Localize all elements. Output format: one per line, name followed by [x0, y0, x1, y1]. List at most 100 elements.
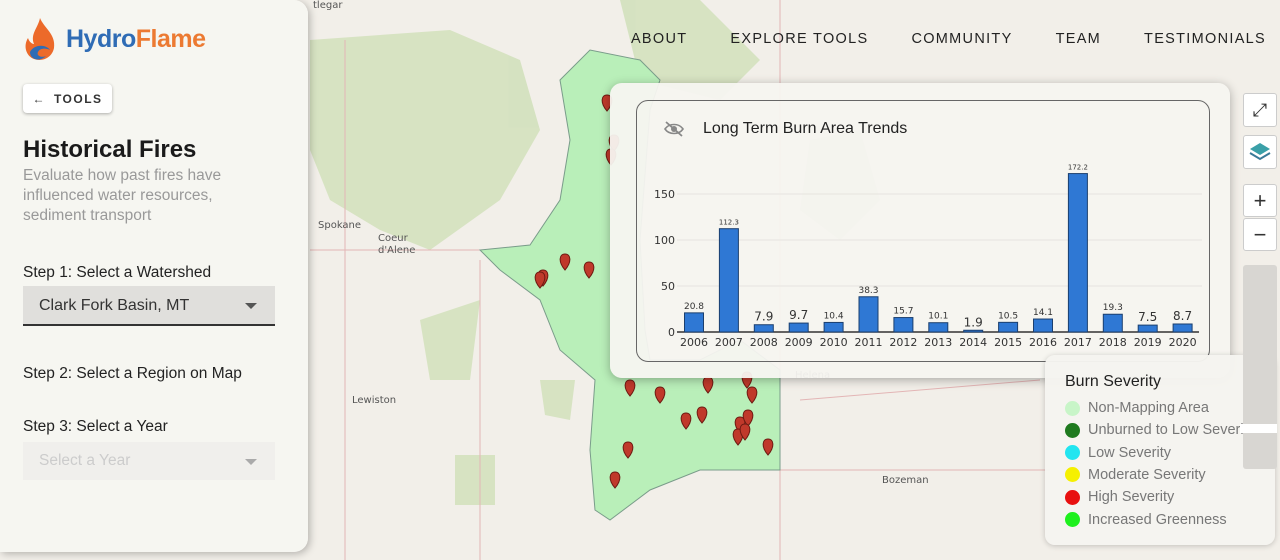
x-tick-label: 2019: [1134, 336, 1162, 349]
fire-marker-icon[interactable]: [534, 271, 546, 289]
bar-value-label: 10.1: [928, 312, 948, 322]
fire-marker-icon[interactable]: [680, 412, 692, 430]
x-tick-label: 2020: [1169, 336, 1197, 349]
fire-marker-icon[interactable]: [746, 386, 758, 404]
legend-label: High Severity: [1088, 489, 1175, 506]
x-tick-label: 2010: [820, 336, 848, 349]
legend-swatch: [1065, 422, 1080, 438]
caret-down-icon: [245, 459, 257, 465]
bar-2020[interactable]: [1172, 323, 1193, 333]
chart-card: Long Term Burn Area Trends 0 50 100 150 20.8…: [610, 83, 1230, 378]
bar-2013[interactable]: [928, 322, 949, 333]
legend-item: Low Severity: [1065, 445, 1171, 461]
sidebar-panel: HydroFlame ← TOOLS Historical Fires Evalu…: [0, 0, 308, 552]
fire-marker-icon[interactable]: [739, 423, 751, 441]
legend-label: Moderate Severity: [1088, 466, 1206, 483]
fire-marker-icon[interactable]: [762, 438, 774, 456]
bar-2014[interactable]: [963, 329, 984, 333]
bar-2007[interactable]: [718, 228, 739, 333]
expand-icon: ⤢: [1252, 99, 1268, 120]
legend-label: Increased Greenness: [1088, 511, 1227, 528]
year-placeholder: Select a Year: [39, 452, 131, 469]
city-label: Lewiston: [352, 395, 397, 406]
x-tick-label: 2014: [959, 336, 987, 349]
nav-community[interactable]: COMMUNITY: [911, 31, 1013, 47]
bar-2010[interactable]: [823, 321, 844, 333]
bar-value-label: 10.5: [998, 311, 1018, 321]
layers-button[interactable]: [1243, 135, 1277, 169]
logo[interactable]: HydroFlame: [22, 16, 206, 62]
fire-marker-icon[interactable]: [559, 253, 571, 271]
bar-2011[interactable]: [858, 296, 879, 333]
nav-about[interactable]: ABOUT: [630, 31, 688, 47]
city-label: Spokane: [318, 220, 362, 231]
nav-explore-tools[interactable]: EXPLORE TOOLS: [730, 31, 869, 47]
scrollbar[interactable]: [1243, 265, 1277, 469]
bar-2015[interactable]: [998, 321, 1019, 333]
legend-item: Unburned to Low Severity: [1065, 422, 1255, 438]
brand-name-part1: Hydro: [66, 24, 136, 53]
legend-label: Non-Mapping Area: [1088, 400, 1209, 416]
bar-value-label: 19.3: [1103, 303, 1123, 313]
eye-off-icon[interactable]: [663, 120, 685, 138]
fire-marker-icon[interactable]: [583, 261, 595, 279]
y-tick-label: 0: [668, 326, 675, 339]
bar-value-label: 7.5: [1138, 310, 1157, 324]
zoom-out-button[interactable]: −: [1243, 218, 1277, 251]
bar-value-label: 15.7: [893, 307, 913, 317]
bar-value-label: 8.7: [1173, 309, 1192, 323]
y-tick-label: 50: [661, 280, 675, 293]
scrollbar-thumb[interactable]: [1240, 424, 1277, 433]
bar-2006[interactable]: [684, 312, 704, 333]
bar-value-label: 172.2: [1068, 164, 1088, 172]
x-tick-label: 2017: [1064, 336, 1092, 349]
y-tick-label: 100: [654, 234, 675, 247]
bar-value-label: 1.9: [964, 315, 983, 329]
arrow-left-icon: ←: [32, 91, 46, 106]
city-label: Coeur d'Alene: [378, 233, 416, 256]
fire-marker-icon[interactable]: [622, 441, 634, 459]
x-tick-label: 2006: [680, 336, 708, 349]
legend-swatch: [1065, 445, 1080, 461]
fire-marker-icon[interactable]: [624, 379, 636, 397]
nav-team[interactable]: TEAM: [1055, 31, 1102, 47]
fire-marker-icon[interactable]: [696, 406, 708, 424]
bar-2018[interactable]: [1102, 313, 1123, 333]
legend-swatch: [1065, 400, 1080, 416]
back-to-tools-button[interactable]: ← TOOLS: [23, 84, 112, 113]
city-label: Bozeman: [882, 475, 929, 486]
fullscreen-button[interactable]: ⤢: [1243, 93, 1277, 127]
bar-2008[interactable]: [753, 324, 774, 333]
x-tick-label: 2015: [994, 336, 1022, 349]
bar-chart: 0 50 100 150 20.8 2006 112.3 2007 7.9 2008 9.7 2009…: [654, 164, 1202, 349]
x-tick-label: 2016: [1029, 336, 1057, 349]
flame-logo-icon: [25, 18, 55, 60]
layers-icon: [1249, 143, 1271, 161]
watershed-select[interactable]: Clark Fork Basin, MT: [23, 286, 275, 326]
chart-title: Long Term Burn Area Trends: [703, 120, 908, 137]
fire-marker-icon[interactable]: [654, 386, 666, 404]
bar-2012[interactable]: [893, 317, 914, 333]
bar-2017[interactable]: [1067, 173, 1088, 333]
burn-severity-legend: Burn Severity Non-Mapping Area Unburned t…: [1045, 355, 1275, 545]
nav-testimonials[interactable]: TESTIMONIALS: [1144, 31, 1266, 47]
page-title: Historical Fires: [23, 136, 197, 163]
x-tick-label: 2009: [785, 336, 813, 349]
bar-2019[interactable]: [1137, 324, 1158, 333]
step1-label: Step 1: Select a Watershed: [23, 264, 212, 281]
bar-2016[interactable]: [1033, 318, 1053, 333]
bar-2009[interactable]: [788, 322, 809, 333]
fire-marker-icon[interactable]: [742, 409, 754, 427]
city-label: tlegar: [313, 0, 343, 11]
x-tick-label: 2011: [855, 336, 883, 349]
page-description: Evaluate how past fires have influenced …: [23, 167, 222, 224]
zoom-in-button[interactable]: +: [1243, 184, 1277, 217]
step2-label: Step 2: Select a Region on Map: [23, 365, 242, 382]
fire-marker-icon[interactable]: [609, 471, 621, 489]
chart-panel: Long Term Burn Area Trends 0 50 100 150 20.8…: [636, 100, 1210, 362]
step3-label: Step 3: Select a Year: [23, 418, 168, 435]
year-select[interactable]: Select a Year: [23, 442, 275, 480]
bar-value-label: 10.4: [824, 311, 844, 321]
back-label: TOOLS: [53, 91, 103, 106]
bar-value-label: 14.1: [1033, 308, 1053, 318]
